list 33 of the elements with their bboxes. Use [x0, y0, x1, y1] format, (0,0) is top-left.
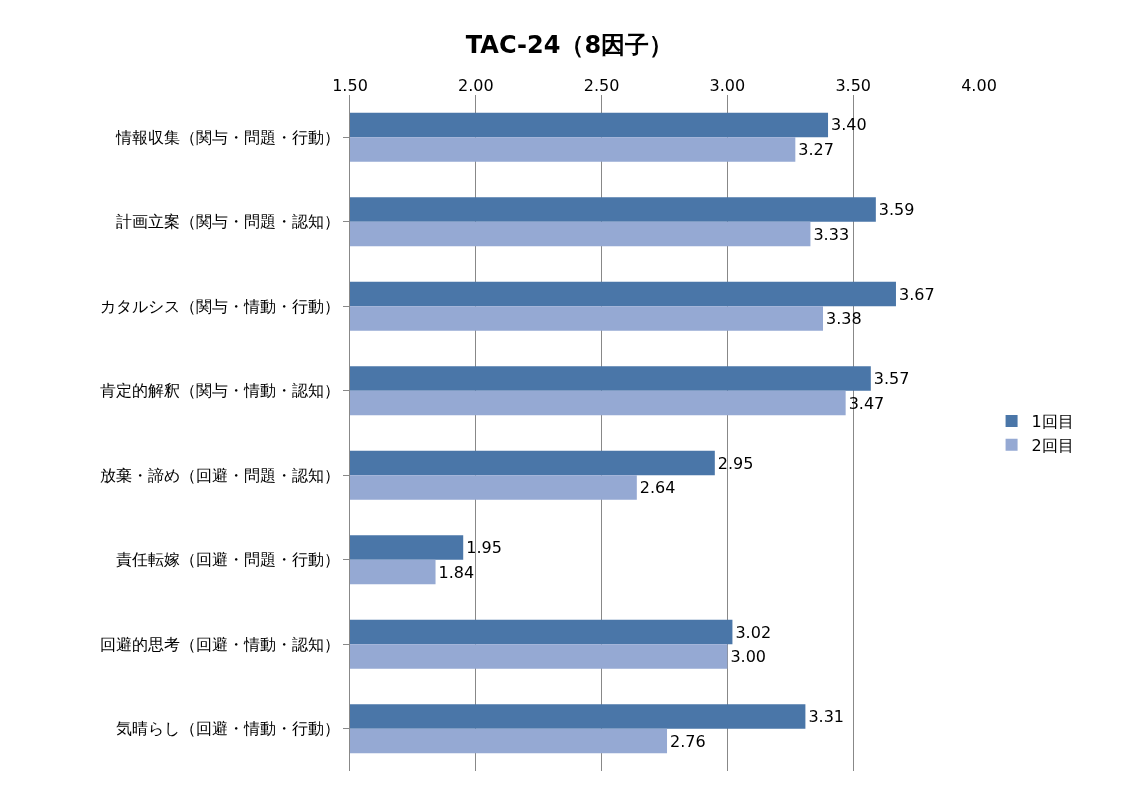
data-label: 3.47: [848, 393, 885, 413]
legend-label: 1回目: [1031, 412, 1074, 432]
y-tick-label: 肯定的解釈（関与・情動・認知）: [99, 381, 340, 401]
data-label: 3.59: [878, 200, 915, 219]
data-label: 2.95: [717, 453, 754, 473]
data-label: 2.76: [670, 731, 706, 751]
data-label: 3.57: [873, 369, 910, 388]
data-label: 1.84: [438, 562, 475, 582]
x-tick-label: 2.00: [457, 75, 494, 95]
data-label: 3.38: [826, 309, 862, 329]
data-label: 3.67: [898, 284, 935, 304]
y-tick-label: 気晴らし（回避・情動・行動）: [115, 719, 340, 739]
data-label: 3.02: [735, 622, 772, 642]
legend-label: 2回目: [1031, 435, 1074, 455]
y-tick-label: 責任転嫁（回避・問題・行動）: [115, 550, 340, 570]
x-tick-label: 3.50: [835, 75, 872, 95]
x-tick-label: 2.50: [583, 75, 620, 95]
y-tick-label: 情報収集（関与・問題・行動）: [114, 127, 340, 147]
x-tick-label: 4.00: [961, 75, 997, 95]
data-label: 2.64: [639, 478, 676, 498]
chart-title: TAC-24（8因子）: [465, 30, 674, 59]
y-tick-label: カタルシス（関与・情動・行動）: [99, 296, 340, 316]
x-tick-label: 1.50: [332, 75, 368, 95]
data-label: 3.40: [831, 115, 867, 135]
data-label: 1.95: [466, 538, 502, 557]
data-label: 3.31: [808, 707, 845, 726]
x-tick-label: 3.00: [709, 75, 746, 95]
y-tick-label: 計画立案（関与・問題・認知）: [115, 212, 340, 232]
data-label: 3.00: [730, 647, 767, 667]
y-tick-label: 放棄・諦め（回避・問題・認知）: [99, 465, 340, 485]
data-label: 3.27: [798, 140, 834, 160]
y-tick-label: 回避的思考（回避・情動・認知）: [99, 634, 340, 654]
data-label: 3.33: [813, 224, 850, 244]
